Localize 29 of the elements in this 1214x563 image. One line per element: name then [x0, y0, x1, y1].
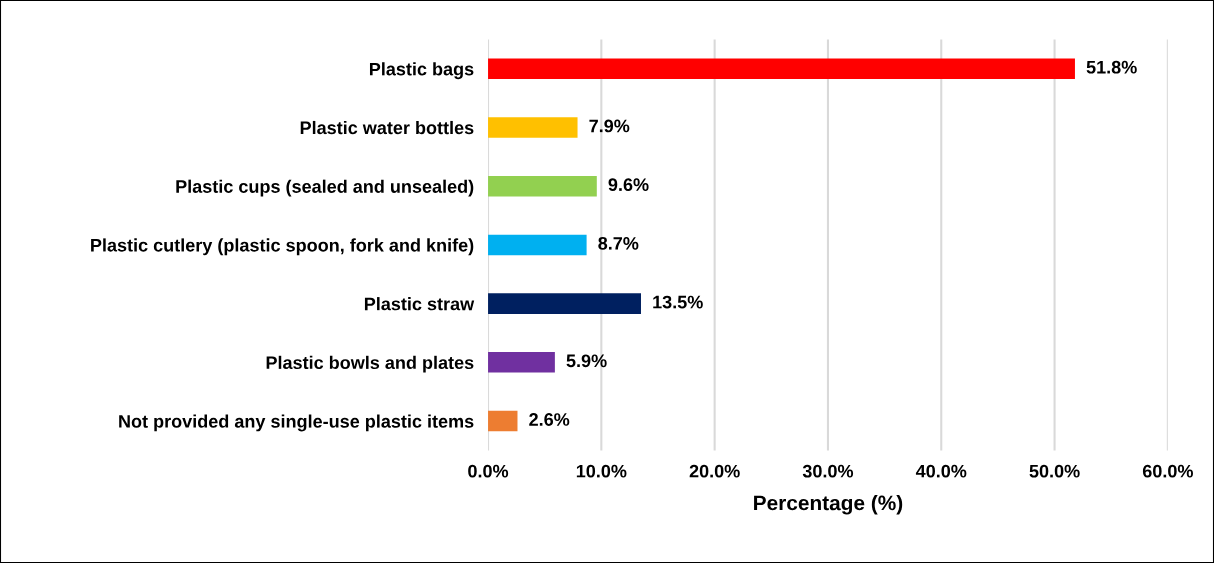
bar: [488, 234, 587, 256]
y-tick-label: Plastic bags: [369, 62, 474, 80]
x-tick-label: 40.0%: [915, 464, 967, 478]
bar: [488, 293, 641, 314]
y-tick-label: Plastic cutlery (plastic spoon, fork and knife): [91, 238, 474, 256]
bar: [488, 410, 518, 432]
x-tick-label: 20.0%: [689, 464, 740, 478]
y-tick-label: Plastic cups (sealed and unsealed): [176, 179, 474, 197]
x-tick-label: 30.0%: [802, 464, 854, 478]
x-tick-label: 10.0%: [576, 464, 627, 478]
x-tick-label: 50.0%: [1029, 464, 1080, 478]
x-tick-label: 0.0%: [468, 464, 509, 478]
data-label: 2.6%: [529, 413, 570, 426]
data-label: 7.9%: [589, 119, 630, 133]
bar: [488, 175, 597, 197]
data-label: 51.8%: [1086, 60, 1137, 74]
data-label: 9.6%: [608, 178, 649, 192]
x-axis-title: Percentage (%): [754, 495, 903, 515]
bar: [488, 58, 1075, 80]
data-label: 8.7%: [598, 236, 639, 250]
y-tick-label: Not provided any single-use plastic items: [119, 414, 474, 432]
y-tick-label: Plastic water bottles: [300, 120, 474, 135]
x-tick-label: 60.0%: [1142, 464, 1193, 478]
bar: [488, 117, 578, 138]
data-label: 13.5%: [653, 295, 703, 309]
bar: [488, 352, 555, 373]
y-tick-label: Plastic straw: [364, 297, 475, 311]
data-label: 5.9%: [566, 354, 607, 368]
y-tick-label: Plastic bowls and plates: [266, 355, 474, 373]
